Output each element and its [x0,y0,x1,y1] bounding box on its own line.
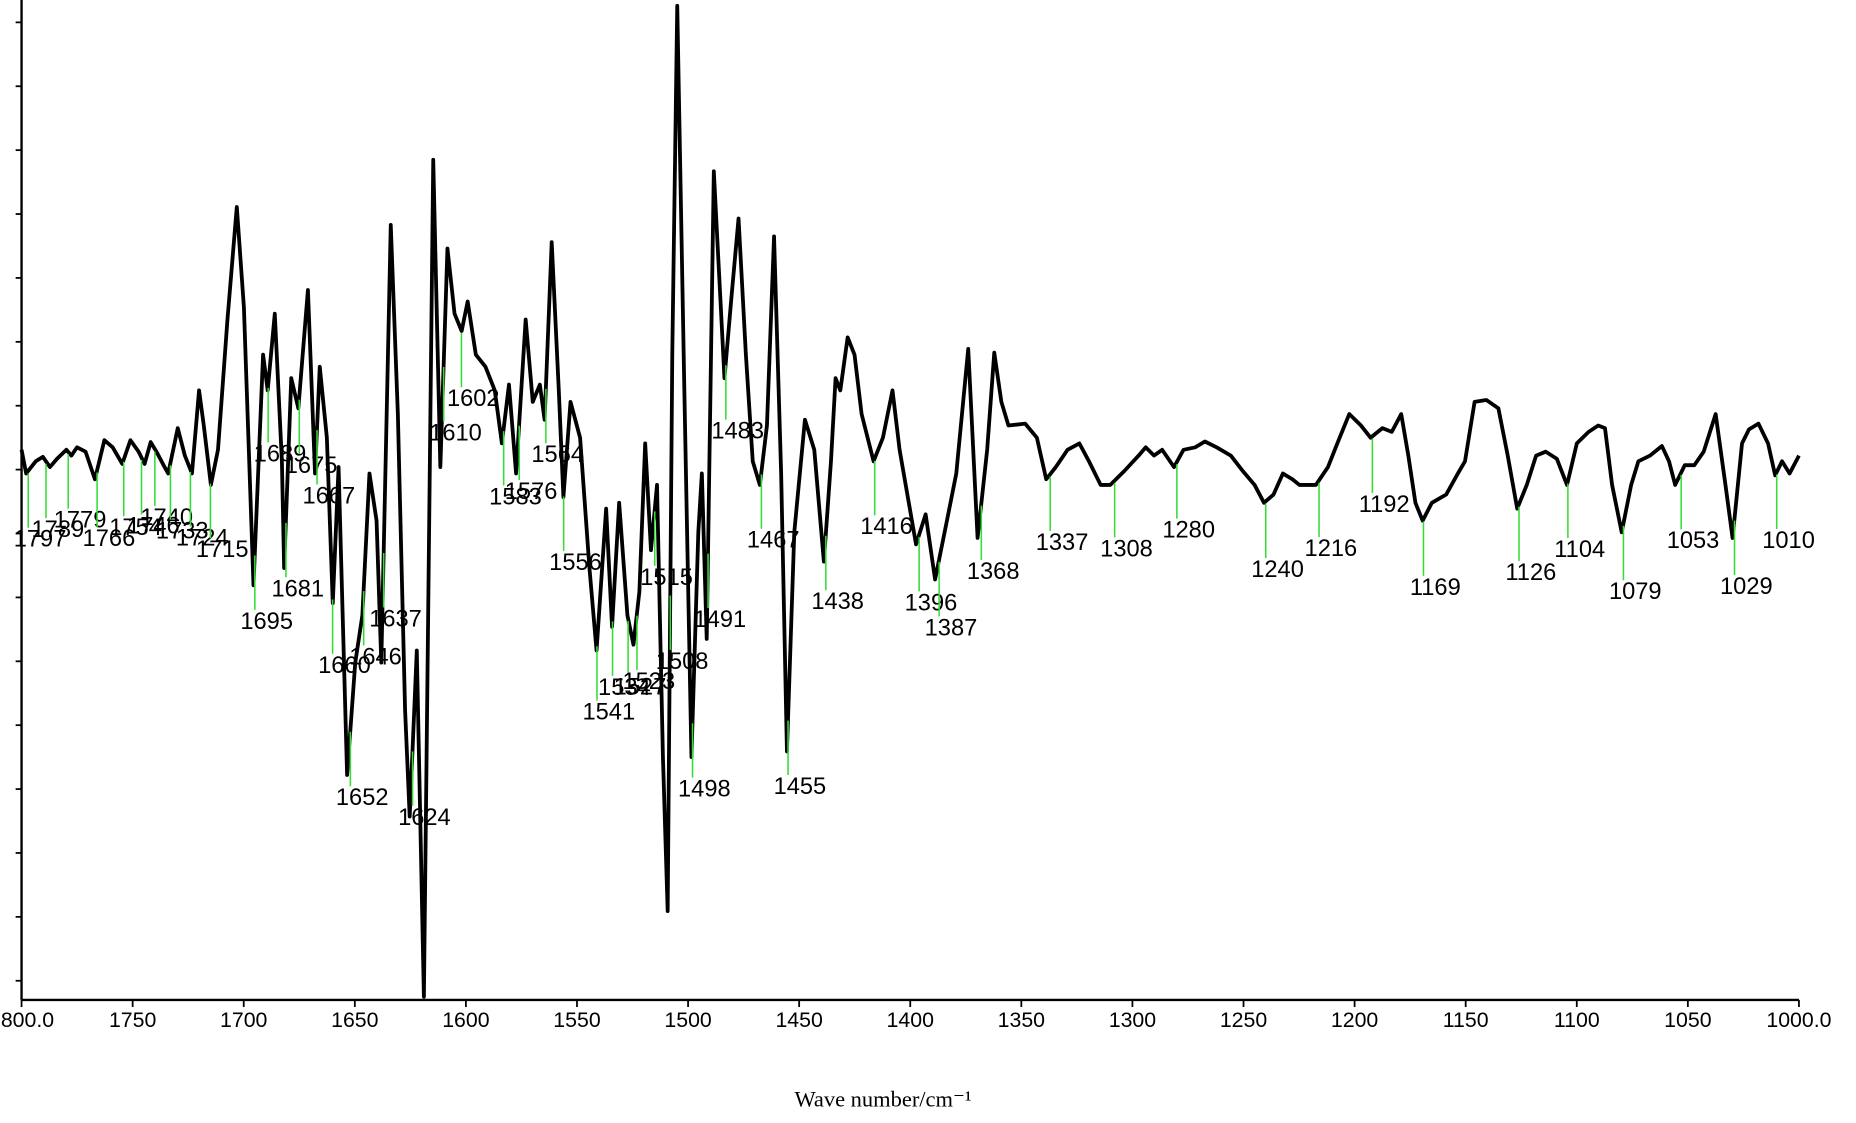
peak-label: 1416 [860,514,913,540]
x-tick-label: 1350 [998,1008,1046,1032]
peak-label: 1438 [811,589,864,615]
peak-label: 1789 [32,517,85,543]
peak-label: 1368 [967,559,1020,585]
peak-label: 1695 [240,609,293,635]
peak-label: 1010 [1762,528,1815,554]
x-tick-label: 1250 [1220,1008,1268,1032]
peak-label: 1740 [140,505,193,531]
x-tick-label: 1450 [775,1008,823,1032]
peak-label: 1556 [549,550,602,576]
peak-label: 1515 [640,565,693,591]
peak-label: 1508 [656,649,709,675]
x-axis-label: Wave number/cm⁻¹ [794,1086,971,1111]
peak-label: 1724 [176,525,229,551]
peak-label: 1455 [774,774,827,800]
peak-label: 1754 [109,515,162,541]
peak-label: 1766 [83,526,136,552]
x-tick-label: 1650 [331,1008,379,1032]
peak-label: 1523 [622,669,675,695]
x-tick-label: 1300 [1109,1008,1157,1032]
x-tick-label: 1000.0 [1766,1008,1831,1032]
peak-label: 1029 [1720,574,1773,600]
peak-label: 1396 [905,590,958,616]
peak-label: 1527 [614,674,667,700]
peak-label: 1667 [303,483,356,509]
peak-label: 1637 [369,606,422,632]
peak-label: 1053 [1667,528,1720,554]
spectrum-line [19,3,1801,999]
peak-label: 1337 [1036,530,1089,556]
peak-label: 1715 [196,537,249,563]
peak-label: 1652 [336,785,389,811]
peak-label: 1681 [271,576,324,602]
peak-label: 1675 [285,453,338,479]
peak-label: 1104 [1554,537,1605,563]
peak-label: 1610 [429,420,482,446]
peak-label: 1280 [1162,518,1215,544]
peak-label: 1169 [1410,575,1461,601]
peak-label: 1797 [14,527,67,553]
x-tick-label: 1550 [553,1008,601,1032]
x-tick-label: 1700 [220,1008,268,1032]
peak-label: 1733 [156,519,209,545]
peak-label: 1079 [1609,579,1662,605]
x-tick-label: 1050 [1664,1008,1712,1032]
peak-label: 1216 [1305,536,1358,562]
x-tick-label: 1400 [887,1008,935,1032]
x-tick-label: 1600 [442,1008,490,1032]
x-tick-label: 1500 [664,1008,712,1032]
peak-label: 1564 [531,442,584,468]
peak-label: 1602 [447,386,500,412]
peak-label: 1387 [925,615,978,641]
peak-label: 1534 [598,675,651,701]
peak-label: 1576 [505,479,558,505]
peak-label: 1483 [711,419,764,445]
peak-label: 1583 [489,484,542,510]
peak-label: 1308 [1100,536,1153,562]
peak-label: 1646 [349,644,402,670]
peak-label: 1541 [582,700,635,726]
peak-label: 1240 [1251,557,1304,583]
peak-label: 1689 [254,441,307,467]
x-tick-label: 1100 [1554,1008,1600,1032]
x-tick-label: 1200 [1331,1008,1379,1032]
peak-label: 1498 [678,777,731,803]
peak-label: 1467 [747,528,800,554]
x-tick-label: 1150 [1443,1008,1489,1032]
x-tick-label: 1750 [109,1008,157,1032]
peak-label: 1491 [694,607,747,633]
peak-label: 1192 [1359,492,1410,518]
peak-label: 1660 [318,653,371,679]
peak-label: 1624 [398,805,451,831]
peak-label: 1126 [1505,560,1556,586]
